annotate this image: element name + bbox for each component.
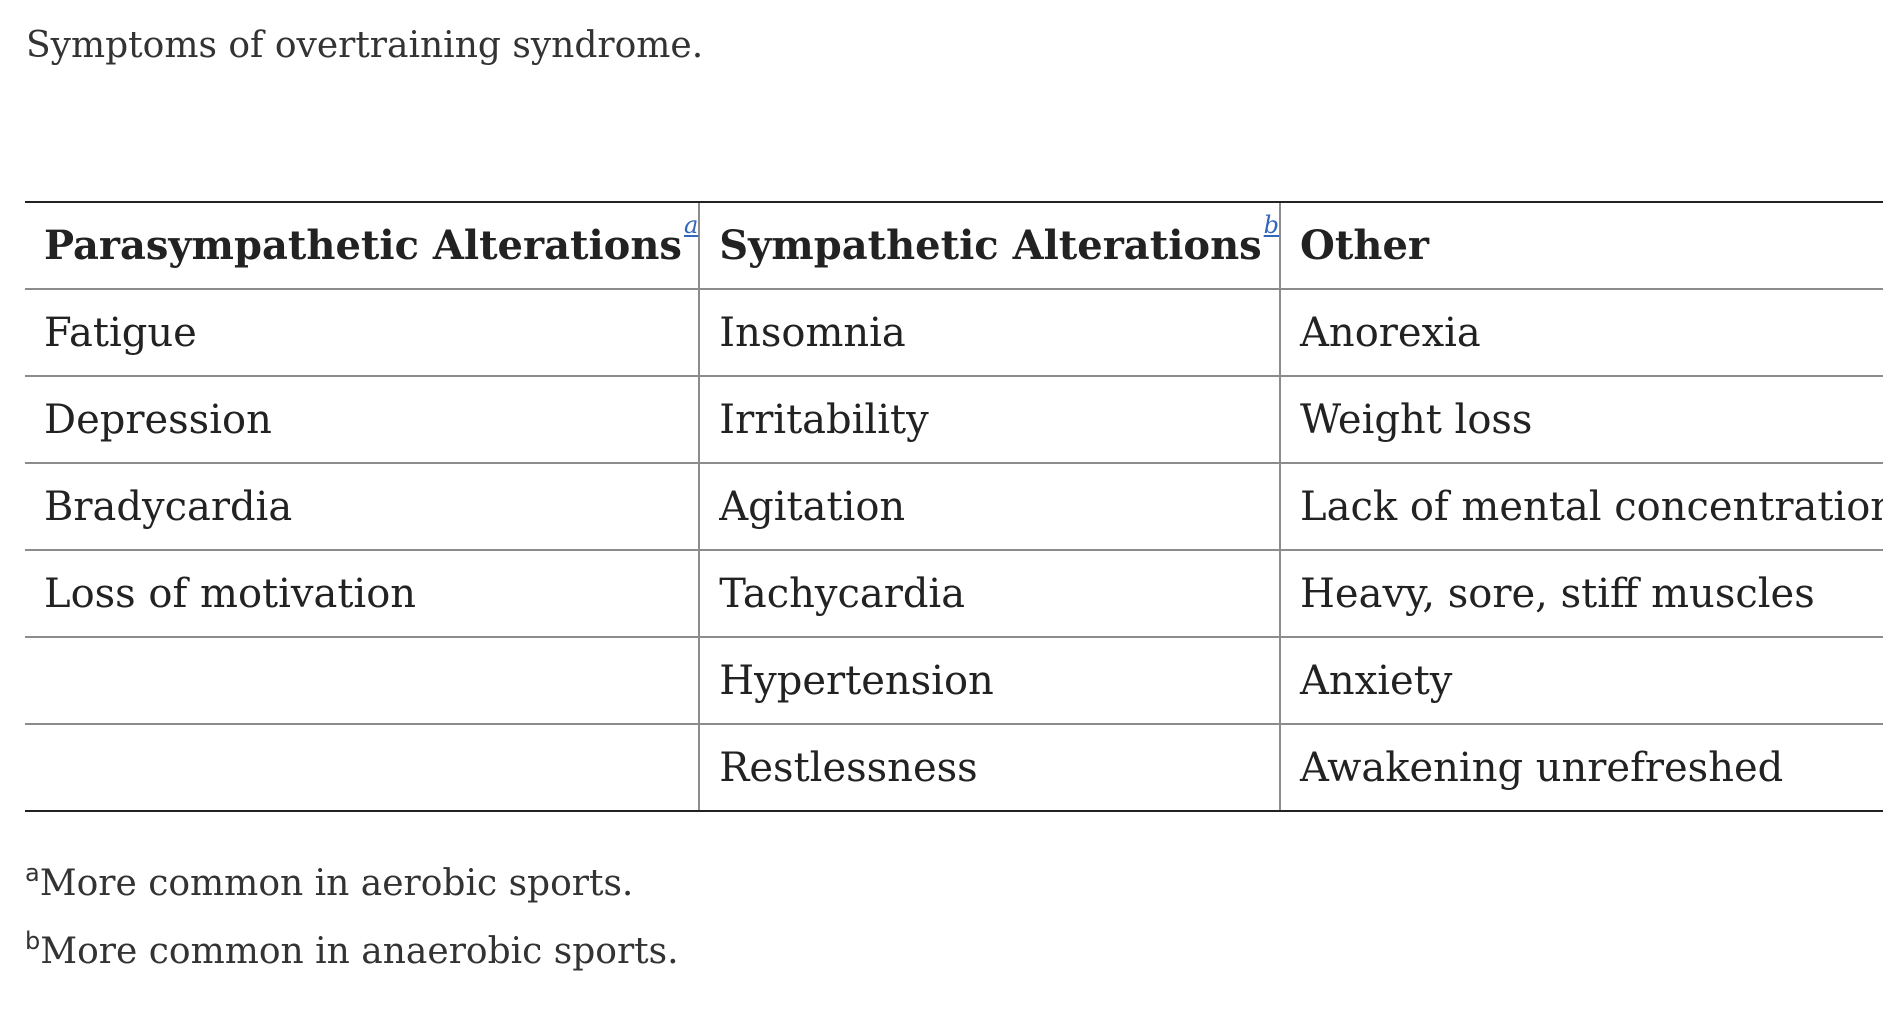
table-header-row: Parasympathetic Alterationsa Sympathetic… — [25, 201, 1883, 290]
column-header-sympathetic: Sympathetic Alterationsb — [698, 201, 1281, 290]
table-cell: Fatigue — [25, 289, 700, 377]
column-header-label: Sympathetic Alterations — [719, 222, 1262, 269]
table-cell: Restlessness — [698, 724, 1281, 812]
table-row: Depression Irritability Weight loss — [25, 376, 1883, 464]
table-cell: Insomnia — [698, 289, 1281, 377]
table-cell — [25, 637, 700, 725]
column-header-other: Other — [1279, 201, 1883, 290]
column-header-parasympathetic: Parasympathetic Alterationsa — [25, 201, 700, 290]
footnote-text: More common in aerobic sports. — [39, 863, 634, 904]
symptoms-table: Parasympathetic Alterationsa Sympathetic… — [25, 201, 1883, 812]
table-caption: Symptoms of overtraining syndrome. — [26, 25, 704, 66]
footnote-link-a[interactable]: a — [683, 211, 699, 239]
table-cell: Anorexia — [1279, 289, 1883, 377]
table-cell: Weight loss — [1279, 376, 1883, 464]
table-cell: Bradycardia — [25, 463, 700, 551]
table-cell — [25, 724, 700, 812]
table-cell: Anxiety — [1279, 637, 1883, 725]
footnotes: aMore common in aerobic sports. bMore co… — [25, 860, 679, 996]
footnote-text: More common in anaerobic sports. — [40, 931, 679, 972]
table-cell: Heavy, sore, stiff muscles — [1279, 550, 1883, 638]
table-cell: Agitation — [698, 463, 1281, 551]
table-row: Hypertension Anxiety — [25, 637, 1883, 725]
column-header-label: Other — [1300, 222, 1429, 269]
footnote-mark: b — [25, 927, 41, 955]
table-cell: Irritability — [698, 376, 1281, 464]
table-cell: Tachycardia — [698, 550, 1281, 638]
footnote-a: aMore common in aerobic sports. — [25, 860, 679, 908]
footnote-b: bMore common in anaerobic sports. — [25, 928, 679, 976]
table-row: Fatigue Insomnia Anorexia — [25, 289, 1883, 377]
table-cell: Depression — [25, 376, 700, 464]
table-cell: Awakening unrefreshed — [1279, 724, 1883, 812]
table-cell: Hypertension — [698, 637, 1281, 725]
table-row: Loss of motivation Tachycardia Heavy, so… — [25, 550, 1883, 638]
footnote-link-b[interactable]: b — [1263, 211, 1280, 239]
column-header-label: Parasympathetic Alterations — [44, 222, 682, 269]
table-cell: Loss of motivation — [25, 550, 700, 638]
footnote-mark: a — [25, 859, 40, 887]
table-row: Restlessness Awakening unrefreshed — [25, 724, 1883, 812]
table-row: Bradycardia Agitation Lack of mental con… — [25, 463, 1883, 551]
table-cell: Lack of mental concentration — [1279, 463, 1883, 551]
